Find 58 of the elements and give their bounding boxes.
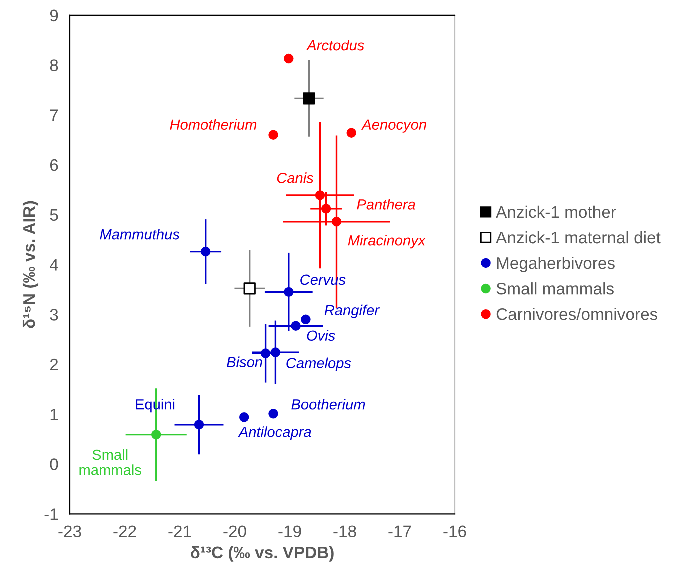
x-axis-title: δ¹³C (‰ vs. VPDB) xyxy=(191,546,334,562)
annotation: Mammuthus xyxy=(100,229,180,240)
point xyxy=(260,348,271,358)
point xyxy=(284,54,294,64)
legend-label: Anzick-1 maternal diet xyxy=(496,231,661,244)
point xyxy=(301,314,311,324)
x-tick-label: -22 xyxy=(114,526,136,538)
x-tick-label: -19 xyxy=(278,526,302,538)
y-tick-label: 6 xyxy=(50,159,58,172)
y-tick-label: 3 xyxy=(50,309,58,321)
point xyxy=(291,321,301,331)
point xyxy=(332,217,342,227)
legend-label: Small mammals xyxy=(496,282,614,295)
legend-label: Megaherbivores xyxy=(497,256,615,273)
annotation: Bootherium xyxy=(292,399,366,410)
point xyxy=(284,287,294,298)
point xyxy=(303,92,316,105)
y-tick-label: 5 xyxy=(50,209,58,222)
point xyxy=(270,348,281,358)
y-tick-label: 0 xyxy=(50,458,58,470)
point xyxy=(315,190,326,200)
x-tick-label: -17 xyxy=(388,526,412,538)
annotation: Ovis xyxy=(307,330,336,342)
point xyxy=(151,430,162,440)
x-tick-label: -23 xyxy=(58,526,82,538)
x-tick-label: -16 xyxy=(444,526,466,538)
annotation: Canis xyxy=(277,172,314,184)
point xyxy=(194,420,204,430)
x-tick-label: -18 xyxy=(334,526,356,538)
x-tick-label: -20 xyxy=(224,526,246,538)
point xyxy=(268,409,278,419)
y-axis-title: δ¹⁵N (‰ vs. AIR) xyxy=(22,201,39,328)
y-tick-label: 1 xyxy=(50,408,58,420)
y-tick-label: 2 xyxy=(50,358,58,371)
annotation: Small mammals xyxy=(80,449,142,476)
legend-label: Carnivores/omnivores xyxy=(496,308,658,320)
annotation: Bison xyxy=(227,356,262,368)
annotation: Panthera xyxy=(357,199,416,210)
point xyxy=(244,282,256,295)
annotation: Rangifer xyxy=(324,304,380,318)
point xyxy=(239,412,250,422)
annotation: Arctodus xyxy=(306,40,364,51)
x-tick-label: -21 xyxy=(168,526,192,538)
point xyxy=(346,128,356,138)
annotation: Homotherium xyxy=(170,119,257,130)
point xyxy=(321,204,332,214)
annotation: Camelops xyxy=(286,358,352,372)
y-tick-label: 8 xyxy=(50,60,58,72)
point xyxy=(268,130,278,140)
legend-label: Anzick-1 mother xyxy=(496,206,616,218)
y-tick-label: 9 xyxy=(50,10,58,22)
y-tick-label: -1 xyxy=(44,508,58,520)
point xyxy=(200,246,211,257)
annotation: Antilocapra xyxy=(238,426,312,440)
annotation: Miracinonyx xyxy=(348,235,426,249)
annotation: Aenocyon xyxy=(361,120,426,133)
y-tick-label: 4 xyxy=(50,259,58,271)
y-tick-label: 7 xyxy=(50,110,58,122)
